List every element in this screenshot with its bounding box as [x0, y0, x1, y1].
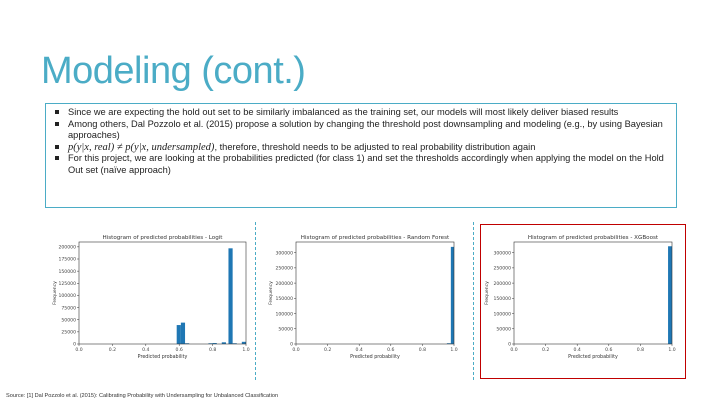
histogram-bar	[221, 342, 226, 344]
y-tick-label: 100000	[58, 293, 76, 299]
x-tick-label: 0.8	[419, 347, 426, 353]
bullet-item: Among others, Dal Pozzolo et al. (2015) …	[54, 119, 670, 142]
x-tick-label: 0.0	[510, 347, 517, 353]
y-tick-label: 250000	[493, 266, 511, 272]
x-tick-label: 0.8	[209, 347, 216, 353]
chart-xgboost: Histogram of predicted probabilities - X…	[484, 235, 676, 360]
y-tick-label: 0	[290, 342, 293, 348]
y-tick-label: 200000	[275, 281, 293, 287]
source-footnote: Source: [1] Dal Pozzolo et al. (2015): C…	[6, 393, 279, 399]
y-tick-label: 25000	[61, 330, 76, 336]
bullet-text: For this project, we are looking at the …	[68, 153, 664, 175]
x-tick-label: 0.0	[75, 347, 82, 353]
y-tick-label: 250000	[275, 266, 293, 272]
bullet-list: Since we are expecting the hold out set …	[54, 107, 670, 177]
y-axis-label: Frequency	[484, 281, 490, 305]
x-tick-label: 0.8	[637, 347, 644, 353]
y-tick-label: 0	[73, 342, 76, 348]
y-tick-label: 50000	[496, 326, 511, 332]
plot-frame	[513, 241, 673, 345]
y-tick-label: 200000	[58, 245, 76, 251]
y-tick-label: 175000	[58, 257, 76, 263]
y-tick-label: 150000	[58, 269, 76, 275]
y-axis-label: Frequency	[52, 281, 58, 305]
y-tick-label: 150000	[493, 296, 511, 302]
x-tick-label: 1.0	[450, 347, 457, 353]
histogram-bar	[176, 325, 181, 344]
plot-frame	[295, 241, 455, 345]
bullet-text: Since we are expecting the hold out set …	[68, 107, 619, 117]
x-tick-label: 0.6	[176, 347, 183, 353]
x-tick-label: 0.0	[292, 347, 299, 353]
x-tick-label: 0.4	[142, 347, 149, 353]
x-tick-label: 0.2	[324, 347, 331, 353]
y-tick-label: 300000	[493, 250, 511, 256]
x-tick-label: 0.4	[356, 347, 363, 353]
bullet-item: p(y|x, real) ≠ p(y|x, undersampled), the…	[54, 142, 670, 154]
y-tick-label: 125000	[58, 281, 76, 287]
chart-title: Histogram of predicted probabilities - L…	[102, 235, 223, 241]
chart-random-forest: Histogram of predicted probabilities - R…	[268, 235, 458, 360]
y-tick-label: 75000	[61, 305, 76, 311]
y-tick-label: 0	[508, 342, 511, 348]
x-tick-label: 0.4	[574, 347, 581, 353]
histogram-bar	[241, 341, 246, 344]
chart-separator	[473, 222, 474, 380]
y-axis-label: Frequency	[268, 281, 274, 305]
slide-title: Modeling (cont.)	[41, 50, 306, 92]
x-axis-label: Predicted probability	[350, 354, 400, 360]
bullet-text: , therefore, threshold needs to be adjus…	[214, 141, 536, 152]
x-tick-label: 1.0	[668, 347, 675, 353]
x-axis-label: Predicted probability	[568, 354, 618, 360]
histogram-bar	[668, 246, 672, 344]
y-tick-label: 50000	[278, 326, 293, 332]
chart-title: Histogram of predicted probabilities - X…	[528, 235, 659, 241]
y-tick-label: 200000	[493, 281, 511, 287]
x-axis-label: Predicted probability	[138, 354, 188, 360]
x-tick-label: 1.0	[242, 347, 249, 353]
x-tick-label: 0.2	[109, 347, 116, 353]
plot-frame	[78, 241, 247, 345]
x-tick-label: 0.2	[542, 347, 549, 353]
histogram-bar	[212, 343, 217, 344]
bullet-item: For this project, we are looking at the …	[54, 153, 670, 176]
y-tick-label: 50000	[61, 317, 76, 323]
bullet-item: Since we are expecting the hold out set …	[54, 107, 670, 119]
histogram-bar	[446, 343, 451, 344]
bullet-box: Since we are expecting the hold out set …	[45, 103, 677, 208]
histogram-bar	[208, 343, 213, 344]
chart-separator	[255, 222, 256, 380]
highlight-frame	[480, 224, 686, 379]
probability-formula: p(y|x, real) ≠ p(y|x, undersampled)	[68, 141, 215, 153]
chart-logit: Histogram of predicted probabilities - L…	[52, 235, 250, 360]
histogram-bar	[450, 246, 454, 344]
histogram-bar	[228, 248, 233, 344]
y-tick-label: 100000	[493, 311, 511, 317]
y-tick-label: 100000	[275, 311, 293, 317]
x-tick-label: 0.6	[605, 347, 612, 353]
x-tick-label: 0.6	[387, 347, 394, 353]
y-tick-label: 300000	[275, 250, 293, 256]
histogram-bar	[185, 343, 190, 344]
histogram-bar	[180, 322, 186, 344]
y-tick-label: 150000	[275, 296, 293, 302]
chart-title: Histogram of predicted probabilities - R…	[301, 235, 450, 241]
histogram-bar	[232, 343, 237, 344]
bullet-text: Among others, Dal Pozzolo et al. (2015) …	[68, 118, 663, 141]
